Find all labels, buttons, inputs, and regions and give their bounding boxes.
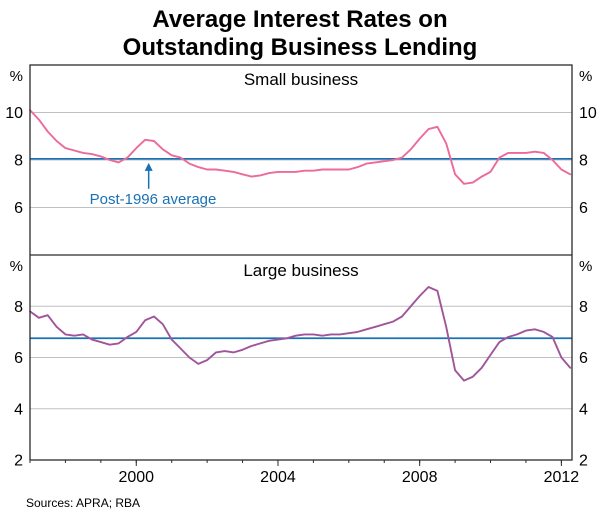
svg-text:8: 8 [14, 299, 23, 316]
svg-text:6: 6 [14, 200, 23, 217]
svg-text:8: 8 [579, 153, 588, 170]
chart-title: Average Interest Rates on Outstanding Bu… [0, 6, 600, 61]
svg-text:%: % [10, 68, 23, 85]
svg-text:%: % [579, 258, 592, 275]
svg-text:2: 2 [14, 453, 23, 470]
svg-text:8: 8 [14, 153, 23, 170]
svg-text:8: 8 [579, 299, 588, 316]
svg-text:10: 10 [5, 105, 23, 122]
svg-text:2004: 2004 [260, 469, 296, 486]
svg-text:4: 4 [14, 401, 23, 418]
annotation-post-1996-average: Post-1996 average [89, 191, 217, 208]
svg-text:6: 6 [579, 350, 588, 367]
sources-note: Sources: APRA; RBA [26, 496, 141, 510]
svg-text:%: % [579, 68, 592, 85]
svg-text:4: 4 [579, 401, 588, 418]
svg-text:6: 6 [14, 350, 23, 367]
svg-text:%: % [10, 258, 23, 275]
svg-text:2012: 2012 [544, 469, 580, 486]
chart-title-line1: Average Interest Rates on [152, 6, 448, 33]
chart-title-line2: Outstanding Business Lending [122, 33, 478, 61]
svg-text:2008: 2008 [402, 469, 438, 486]
svg-text:6: 6 [579, 200, 588, 217]
svg-text:2000: 2000 [118, 469, 154, 486]
panel-title-large-business: Large business [243, 261, 359, 280]
panel-title-small-business: Small business [243, 70, 359, 89]
svg-text:10: 10 [579, 105, 597, 122]
svg-text:2: 2 [579, 453, 588, 470]
